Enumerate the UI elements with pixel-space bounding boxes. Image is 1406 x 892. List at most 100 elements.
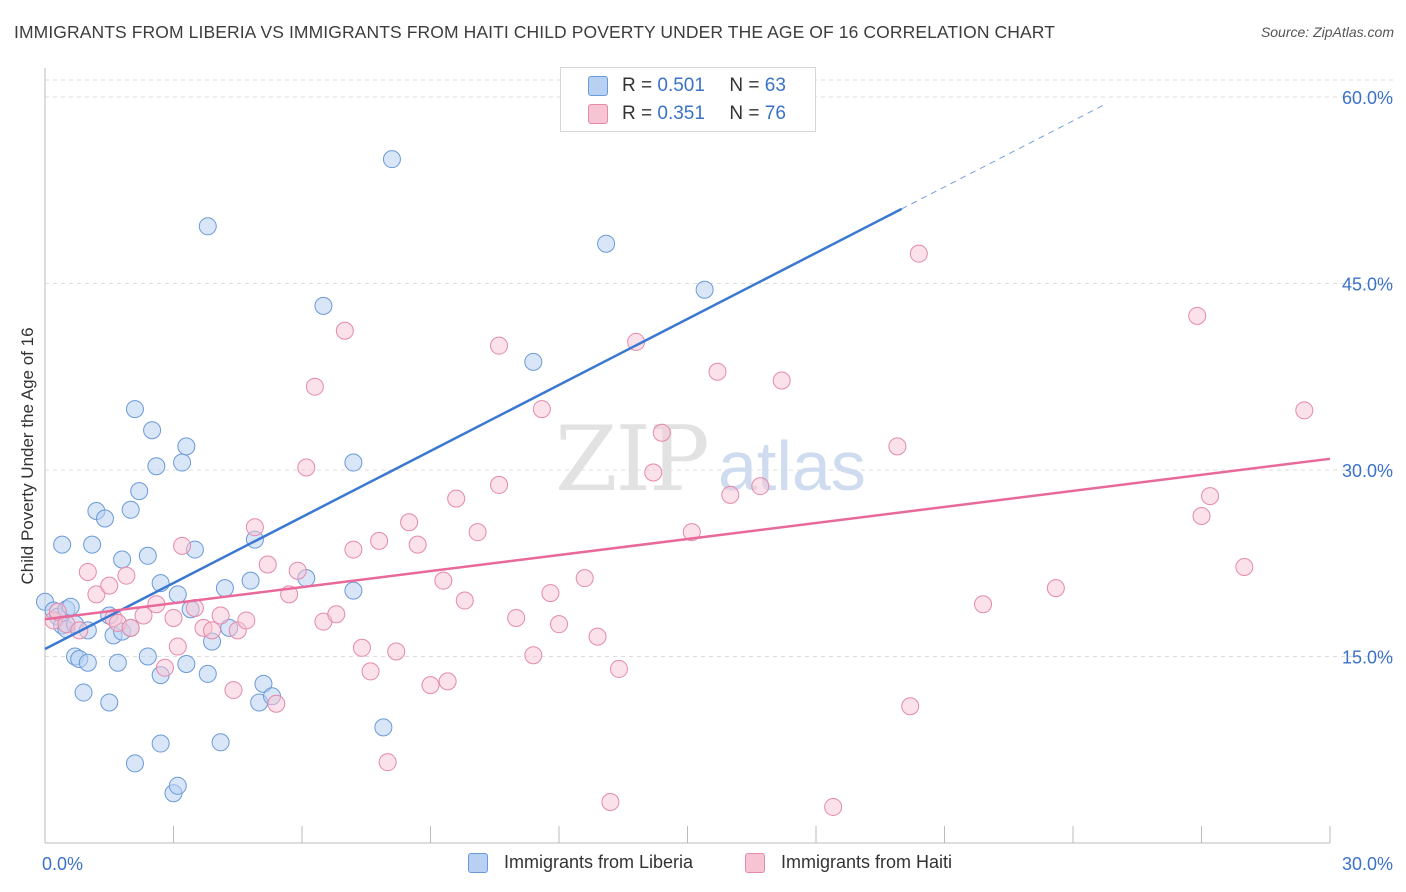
haiti-point — [438, 672, 457, 691]
haiti-point — [1192, 507, 1211, 526]
liberia-point — [382, 150, 401, 169]
liberia-point — [177, 437, 196, 456]
liberia-point — [241, 571, 260, 590]
liberia-point — [254, 674, 273, 693]
haiti-point — [751, 477, 770, 496]
haiti-point — [644, 463, 663, 482]
legend-r-value: 0.351 — [657, 103, 705, 124]
haiti-point — [78, 562, 97, 581]
haiti-point — [370, 531, 389, 550]
liberia-point — [121, 500, 140, 519]
legend-n-value: 76 — [764, 103, 786, 124]
haiti-point — [588, 627, 607, 646]
haiti-point — [1188, 306, 1207, 325]
liberia-legend-label: Immigrants from Liberia — [504, 852, 694, 872]
liberia-trend-extension — [901, 102, 1108, 210]
liberia-point — [177, 654, 196, 673]
haiti-point — [652, 423, 671, 442]
watermark-atlas: atlas — [718, 427, 866, 505]
haiti-point — [258, 555, 277, 574]
chart-title: IMMIGRANTS FROM LIBERIA VS IMMIGRANTS FR… — [14, 22, 1056, 42]
y-tick-label: 15.0% — [1342, 648, 1393, 668]
haiti-point — [541, 584, 560, 603]
liberia-point — [695, 280, 714, 299]
source-label: Source: ZipAtlas.com — [1260, 24, 1394, 40]
correlation-legend: R = 0.501 N = 63 R = 0.351 N = 76 — [560, 67, 816, 132]
haiti-point — [447, 489, 466, 508]
haiti-point — [455, 591, 474, 610]
haiti-point — [305, 377, 324, 396]
liberia-point — [138, 546, 157, 565]
liberia-point — [198, 217, 217, 236]
legend-item-haiti: Immigrants from Haiti — [745, 852, 952, 873]
haiti-point — [1046, 579, 1065, 598]
liberia-point — [138, 647, 157, 666]
legend-r-value: 0.501 — [657, 75, 705, 96]
haiti-point — [361, 662, 380, 681]
legend-r-label: R = — [622, 75, 653, 96]
zipatlas-watermark: ZIP atlas — [555, 407, 866, 512]
axes — [44, 68, 1331, 844]
liberia-point — [78, 653, 97, 672]
liberia-point — [125, 754, 144, 773]
haiti-point — [352, 638, 371, 657]
haiti-point — [1235, 557, 1254, 576]
liberia-trend-line — [44, 207, 903, 651]
haiti-point — [164, 608, 183, 627]
liberia-point — [125, 400, 144, 419]
legend-row-liberia: R = 0.501 N = 63 — [588, 73, 786, 99]
haiti-point — [974, 595, 993, 614]
haiti-point — [1295, 401, 1314, 420]
trend-lines — [44, 102, 1331, 651]
liberia-point — [344, 581, 363, 600]
haiti-point — [327, 605, 346, 624]
haiti-point — [468, 523, 487, 542]
legend-n-value: 63 — [764, 75, 786, 96]
haiti-point — [708, 362, 727, 381]
haiti-trend-line — [44, 457, 1331, 621]
haiti-point — [173, 536, 192, 555]
haiti-point — [121, 618, 140, 637]
series-legend: Immigrants from Liberia Immigrants from … — [0, 852, 1406, 878]
liberia-point — [344, 453, 363, 472]
haiti-point — [421, 676, 440, 695]
haiti-point — [400, 513, 419, 532]
haiti-point — [378, 753, 397, 772]
haiti-point — [490, 475, 509, 494]
haiti-point — [909, 244, 928, 263]
y-tick-label: 60.0% — [1342, 88, 1393, 108]
haiti-point — [575, 569, 594, 588]
y-tick-label: 45.0% — [1342, 275, 1393, 295]
liberia-point — [314, 296, 333, 315]
legend-item-liberia: Immigrants from Liberia — [468, 852, 693, 873]
y-tick-label: 30.0% — [1342, 461, 1393, 481]
haiti-point — [532, 400, 551, 419]
haiti-point — [211, 606, 230, 625]
liberia-point — [53, 535, 72, 554]
liberia-point — [130, 482, 149, 501]
liberia-point — [168, 776, 187, 795]
watermark-zip: ZIP — [555, 407, 708, 512]
haiti-points — [44, 244, 1314, 816]
haiti-point — [721, 485, 740, 504]
liberia-point — [198, 664, 217, 683]
haiti-point — [772, 371, 791, 390]
liberia-swatch — [588, 76, 608, 96]
liberia-point — [597, 234, 616, 253]
liberia-point — [113, 550, 132, 569]
liberia-point — [83, 535, 102, 554]
haiti-point — [609, 659, 628, 678]
haiti-point — [335, 321, 354, 340]
legend-row-haiti: R = 0.351 N = 76 — [588, 101, 786, 127]
haiti-point — [297, 458, 316, 477]
liberia-point — [211, 733, 230, 752]
haiti-legend-label: Immigrants from Haiti — [781, 852, 953, 872]
tick-labels: 15.0% 30.0% 45.0% 60.0% 0.0% 30.0% — [42, 88, 1393, 874]
haiti-point — [682, 523, 701, 542]
x-tick-label: 30.0% — [1342, 854, 1393, 874]
liberia-legend-swatch — [468, 852, 488, 873]
liberia-point — [108, 653, 127, 672]
liberia-point — [151, 734, 170, 753]
haiti-point — [224, 681, 243, 700]
